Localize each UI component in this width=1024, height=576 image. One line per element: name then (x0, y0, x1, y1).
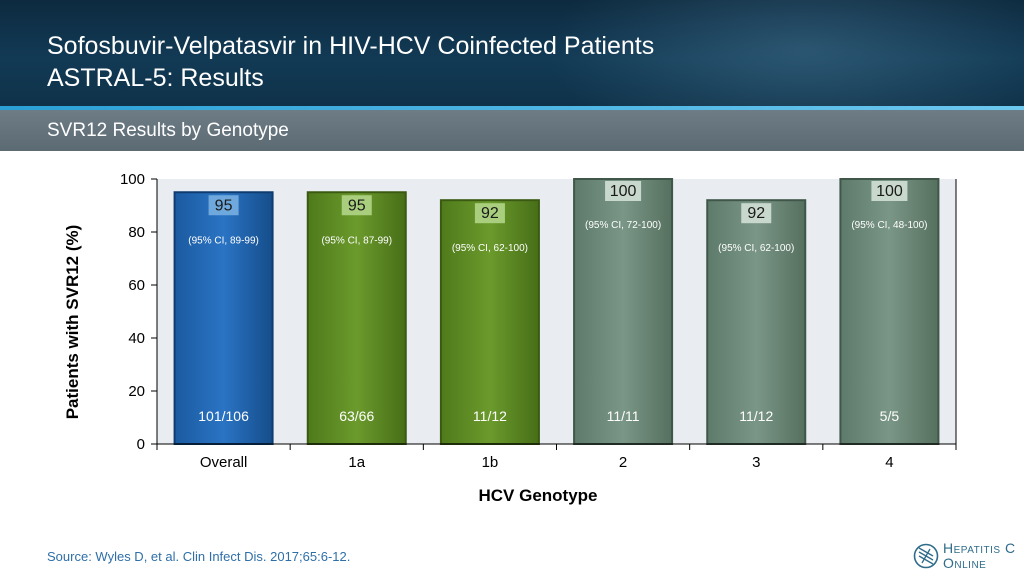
bar (173, 191, 274, 445)
ci-label: (95% CI, 48-100) (851, 220, 927, 231)
value-label: 95 (215, 197, 233, 214)
count-label: 11/11 (607, 408, 640, 424)
source-citation: Source: Wyles D, et al. Clin Infect Dis.… (47, 549, 351, 564)
section-title: SVR12 Results by Genotype (47, 120, 289, 141)
bar (306, 191, 407, 445)
count-label: 63/66 (339, 408, 374, 424)
value-label: 95 (348, 197, 366, 214)
bar (439, 199, 540, 446)
section-bar: SVR12 Results by Genotype (0, 110, 1024, 151)
value-label-box (208, 195, 239, 216)
value-label-box (605, 181, 642, 201)
svr12-bar-chart: 95 (95% CI, 89-99) 101/106 Overall 95 (95% CI… (63, 171, 957, 505)
ci-label: (95% CI, 87-99) (321, 235, 392, 246)
value-label: 100 (610, 183, 637, 200)
x-tick-label: 3 (752, 454, 760, 471)
logo-line-2: Online (943, 555, 987, 571)
count-label: 11/12 (473, 408, 507, 424)
value-label-box (341, 195, 372, 216)
y-tick-label: 80 (128, 224, 145, 241)
x-tick-label: 1a (348, 454, 365, 471)
y-tick-label: 20 (128, 383, 145, 400)
hepatitis-c-online-logo: Hepatitis C Online (913, 541, 1016, 573)
plot-area (157, 179, 956, 444)
ci-label: (95% CI, 62-100) (718, 243, 794, 254)
count-label: 5/5 (880, 408, 900, 424)
logo-wordmark: Hepatitis C Online (943, 541, 1016, 571)
title-line-1: Sofosbuvir-Velpatasvir in HIV-HCV Coinfe… (47, 32, 655, 60)
y-tick-label: 0 (137, 436, 145, 453)
x-tick-label: 1b (482, 454, 499, 471)
header-glow (544, 0, 1024, 106)
x-tick-label: 2 (619, 454, 627, 471)
bar (573, 178, 674, 445)
logo-icon (913, 543, 939, 569)
logo-line-1: Hepatitis C (943, 540, 1016, 556)
x-tick-label: Overall (200, 454, 248, 471)
x-axis-label: HCV Genotype (478, 486, 597, 505)
value-label: 100 (876, 183, 903, 200)
count-label: 11/12 (739, 408, 773, 424)
value-label: 92 (481, 205, 499, 222)
y-tick-label: 60 (128, 277, 145, 294)
x-tick-label: 4 (885, 454, 893, 471)
ci-label: (95% CI, 62-100) (452, 243, 528, 254)
y-tick-label: 100 (120, 171, 145, 188)
slide-header: Sofosbuvir-Velpatasvir in HIV-HCV Coinfe… (0, 0, 1024, 106)
ci-label: (95% CI, 72-100) (585, 220, 661, 231)
accent-divider (0, 106, 1024, 110)
bar (706, 199, 807, 446)
value-label-box (741, 203, 772, 224)
bar (839, 178, 940, 445)
y-tick-label: 40 (128, 330, 145, 347)
value-label-box (474, 203, 505, 224)
title-line-2: ASTRAL-5: Results (47, 64, 264, 92)
y-axis-label: Patients with SVR12 (%) (63, 225, 82, 420)
value-label: 92 (747, 205, 765, 222)
ci-label: (95% CI, 89-99) (188, 235, 259, 246)
slide-title: Sofosbuvir-Velpatasvir in HIV-HCV Coinfe… (47, 30, 654, 94)
value-label-box (871, 181, 908, 201)
count-label: 101/106 (198, 408, 249, 424)
